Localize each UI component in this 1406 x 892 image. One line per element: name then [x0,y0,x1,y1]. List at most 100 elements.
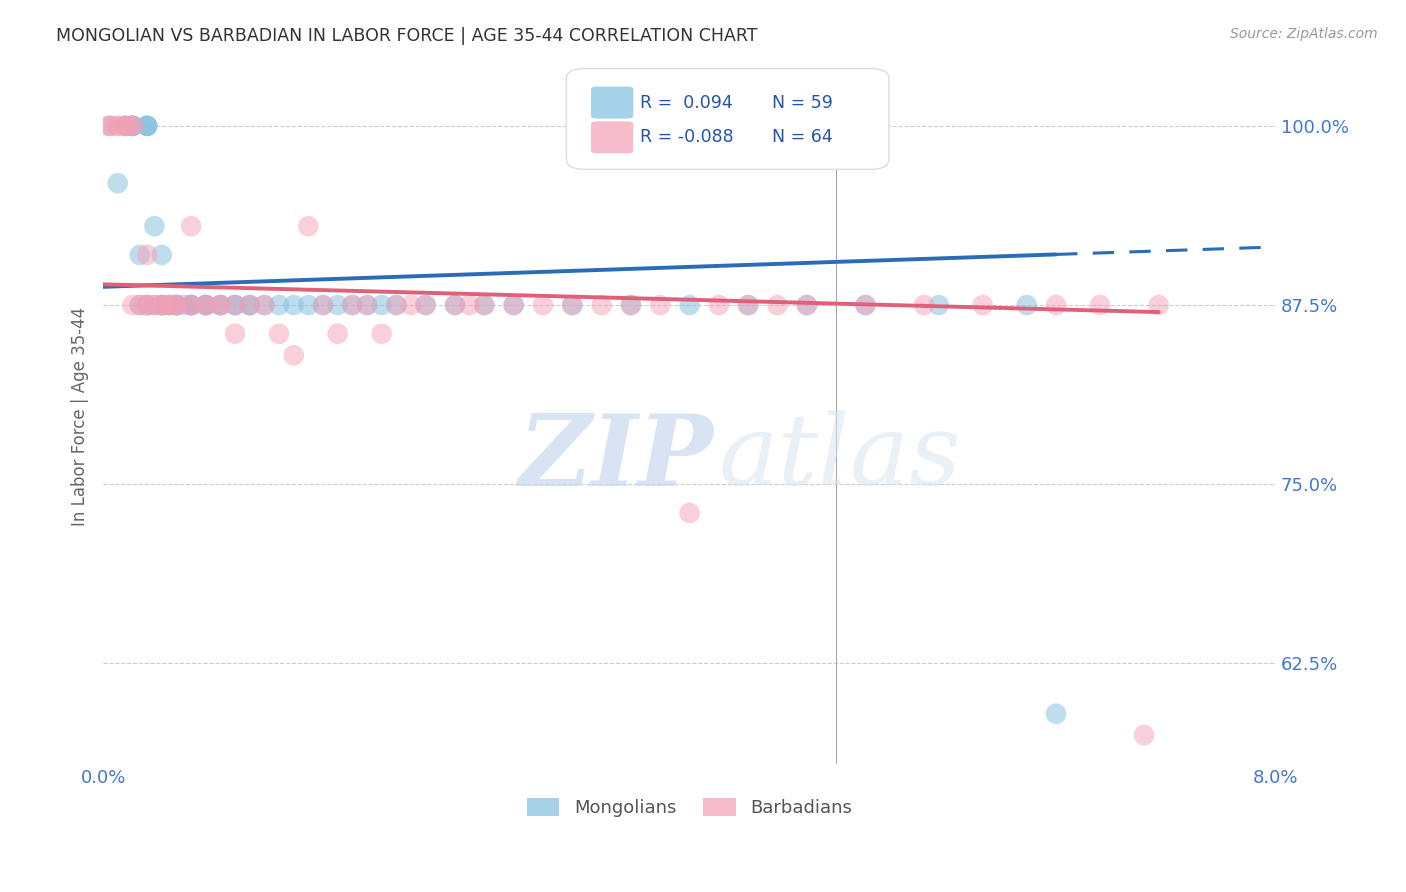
Point [1133,728,1156,742]
Point [444,298,467,312]
Point [121,119,143,133]
Point [209,298,232,312]
Point [224,298,246,312]
Point [100,119,122,133]
Point [267,326,290,341]
Point [326,326,349,341]
Text: atlas: atlas [718,410,962,506]
Point [107,119,129,133]
Point [912,298,935,312]
Point [180,298,202,312]
Point [253,298,276,312]
Point [114,119,136,133]
Point [180,298,202,312]
Point [224,298,246,312]
Point [194,298,217,312]
Point [444,298,467,312]
Point [180,298,202,312]
Point [165,298,187,312]
Point [121,119,143,133]
Point [766,298,789,312]
Point [591,298,613,312]
Point [165,298,187,312]
Point [194,298,217,312]
Point [143,298,166,312]
FancyBboxPatch shape [591,87,633,119]
Point [114,119,136,133]
Point [209,298,232,312]
Point [678,506,700,520]
Point [253,298,276,312]
Text: R = -0.088: R = -0.088 [640,128,734,146]
Point [370,298,392,312]
Point [136,298,159,312]
Point [737,298,759,312]
Text: MONGOLIAN VS BARBADIAN IN LABOR FORCE | AGE 35-44 CORRELATION CHART: MONGOLIAN VS BARBADIAN IN LABOR FORCE | … [56,27,758,45]
Point [136,119,159,133]
Point [385,298,408,312]
Point [209,298,232,312]
Point [561,298,583,312]
Point [150,298,173,312]
Point [173,298,195,312]
Point [312,298,335,312]
Text: N = 59: N = 59 [772,94,832,112]
Point [157,298,180,312]
Point [194,298,217,312]
Point [707,298,730,312]
Point [472,298,495,312]
Point [342,298,364,312]
Point [342,298,364,312]
Point [239,298,262,312]
Point [239,298,262,312]
Point [128,298,150,312]
Point [239,298,262,312]
Point [620,298,643,312]
Point [114,119,136,133]
Point [128,298,150,312]
Point [458,298,481,312]
Point [650,298,672,312]
Point [143,298,166,312]
Point [855,298,877,312]
Point [165,298,187,312]
Point [150,248,173,262]
Point [399,298,422,312]
Point [502,298,524,312]
Point [136,298,159,312]
Point [150,298,173,312]
Point [312,298,335,312]
Point [678,298,700,312]
Point [194,298,217,312]
Point [796,298,818,312]
Point [165,298,187,312]
Point [165,298,187,312]
Point [370,326,392,341]
Point [356,298,378,312]
Point [283,348,305,362]
Point [297,298,319,312]
Point [855,298,877,312]
Point [121,119,143,133]
Point [136,298,159,312]
Legend: Mongolians, Barbadians: Mongolians, Barbadians [520,791,859,824]
Point [150,298,173,312]
Point [136,119,159,133]
Point [1088,298,1111,312]
Point [267,298,290,312]
Point [224,298,246,312]
Point [1045,706,1067,721]
Point [1045,298,1067,312]
Point [415,298,437,312]
Point [737,298,759,312]
Text: Source: ZipAtlas.com: Source: ZipAtlas.com [1230,27,1378,41]
Point [326,298,349,312]
Point [100,119,122,133]
Point [415,298,437,312]
Point [796,298,818,312]
Point [1015,298,1038,312]
Point [561,298,583,312]
Point [472,298,495,312]
Point [165,298,187,312]
Point [385,298,408,312]
